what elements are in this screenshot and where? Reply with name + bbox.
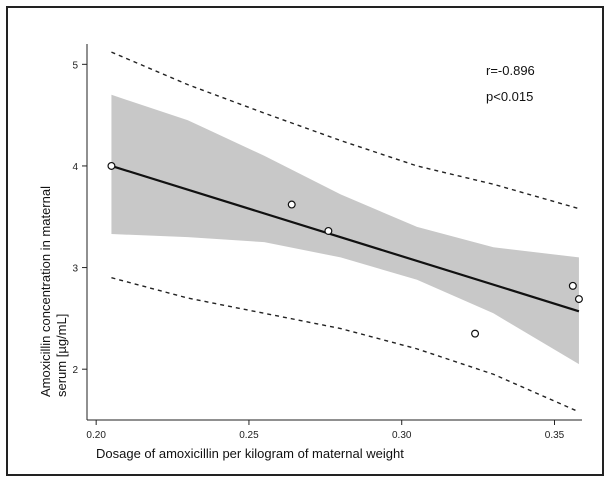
x-tick-label: 0.25 — [239, 430, 259, 441]
prediction-band-lower — [111, 277, 580, 413]
y-tick-label: 3 — [72, 264, 78, 275]
confidence-band — [111, 94, 579, 365]
y-axis-label-line2: serum [µg/mL] — [54, 314, 69, 397]
data-point — [568, 281, 577, 290]
x-axis-label: Dosage of amoxicillin per kilogram of ma… — [96, 446, 404, 461]
x-tick-label: 0.30 — [392, 430, 412, 441]
prediction-band-upper — [111, 51, 580, 210]
y-tick-label: 5 — [72, 60, 78, 71]
plot-axes — [86, 44, 582, 421]
data-point — [287, 200, 296, 209]
y-tick-label: 2 — [72, 365, 78, 376]
y-tick-label: 4 — [72, 162, 78, 173]
data-point — [324, 226, 333, 235]
data-point — [107, 161, 116, 170]
data-point — [574, 295, 583, 304]
x-tick-label: 0.20 — [86, 430, 106, 441]
x-tick-label: 0.35 — [545, 430, 565, 441]
data-point — [471, 329, 480, 338]
annotation-p: p<0.015 — [486, 89, 533, 104]
regression-line — [111, 164, 580, 313]
y-axis-label-line1: Amoxicillin concentration in maternal — [38, 186, 53, 397]
annotation-r: r=-0.896 — [486, 63, 535, 78]
